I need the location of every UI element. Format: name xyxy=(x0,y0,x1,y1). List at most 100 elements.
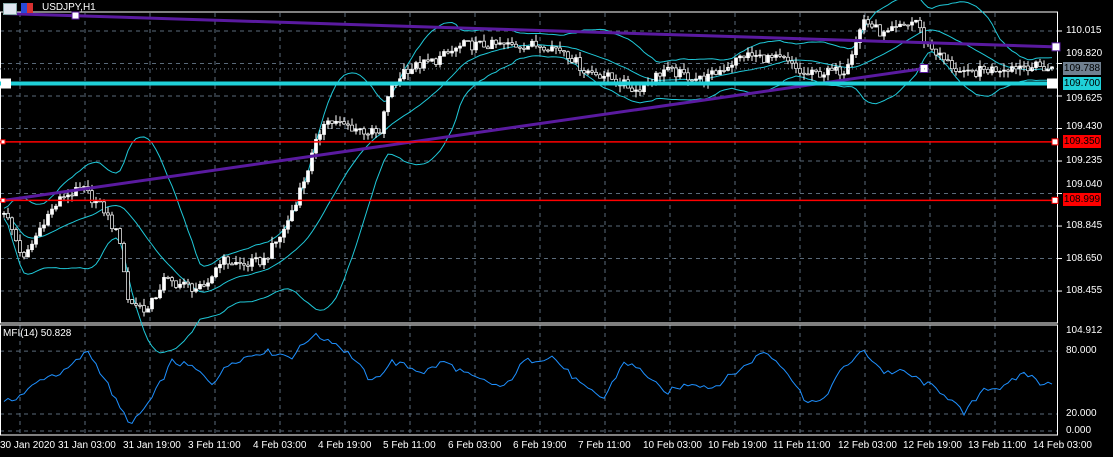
candle-body xyxy=(978,66,982,77)
candle-body xyxy=(518,46,522,49)
level-handle xyxy=(1051,196,1059,204)
candle-body xyxy=(1002,69,1006,72)
price-axis-label: 108.650 xyxy=(1066,252,1103,264)
candle-body xyxy=(970,69,974,72)
candle-body xyxy=(746,52,750,59)
candle-body xyxy=(890,26,894,31)
time-axis-label: 30 Jan 2020 xyxy=(0,440,56,451)
candle-body xyxy=(822,74,826,78)
candle-body xyxy=(402,68,406,80)
candle-body xyxy=(710,70,714,75)
candle-body xyxy=(758,54,762,57)
candle-body xyxy=(938,52,942,56)
candle-body xyxy=(110,214,114,230)
candle-body xyxy=(46,213,50,226)
candle-body xyxy=(118,228,122,244)
candle-body xyxy=(354,128,358,132)
candle-body xyxy=(562,50,566,53)
candle-body xyxy=(754,55,758,57)
time-axis-label: 3 Feb 11:00 xyxy=(188,440,241,451)
candle-body xyxy=(442,51,446,57)
candle-body xyxy=(150,297,154,310)
candle-body xyxy=(446,51,450,54)
level-handle xyxy=(1051,138,1059,146)
candle-body xyxy=(226,256,230,265)
price-axis-label: 108.845 xyxy=(1066,220,1103,232)
candle-body xyxy=(606,72,610,77)
candle-body xyxy=(818,71,822,78)
candle-body xyxy=(162,277,166,291)
candle-body xyxy=(266,257,270,260)
candle-body xyxy=(734,57,738,66)
candle-body xyxy=(554,46,558,49)
candle-body xyxy=(870,23,874,28)
chart-window-icon xyxy=(3,3,17,15)
candle-body xyxy=(350,124,354,132)
price-axis-label: 108.455 xyxy=(1066,285,1103,297)
candle-body xyxy=(578,57,582,71)
candle-body xyxy=(582,70,586,74)
candle-body xyxy=(490,39,494,50)
candle-body xyxy=(58,196,62,207)
candle-body xyxy=(218,264,222,269)
candle-body xyxy=(674,67,678,78)
candle-body xyxy=(898,23,902,28)
candle-body xyxy=(894,26,898,28)
candle-body xyxy=(334,121,338,124)
candle-body xyxy=(306,170,310,183)
candle-body xyxy=(318,134,322,140)
candle-body xyxy=(10,217,14,230)
candle-body xyxy=(310,152,314,172)
candle-body xyxy=(1006,69,1010,72)
candle-body xyxy=(330,120,334,124)
candle-body xyxy=(918,19,922,29)
price-axis-label: 109.625 xyxy=(1066,92,1103,104)
time-axis-label: 4 Feb 19:00 xyxy=(318,440,372,451)
candle-body xyxy=(814,69,818,72)
candle-body xyxy=(506,42,510,45)
candle-body xyxy=(566,51,570,59)
candle-body xyxy=(222,256,226,265)
support-line-handle xyxy=(1047,78,1057,89)
candle-body xyxy=(458,45,462,49)
candle-body xyxy=(730,64,734,68)
candle-body xyxy=(742,55,746,59)
candle-body xyxy=(270,242,274,259)
candle-body xyxy=(854,42,858,56)
chart-save-icon xyxy=(21,3,33,13)
candle-body xyxy=(574,57,578,63)
candle-body xyxy=(438,55,442,65)
candle-body xyxy=(134,303,138,306)
candle-body xyxy=(470,40,474,51)
candle-body xyxy=(906,24,910,27)
candle-body xyxy=(982,66,986,70)
candle-body xyxy=(602,75,606,79)
candle-body xyxy=(1022,65,1026,68)
candle-body xyxy=(370,128,374,135)
candle-body xyxy=(610,72,614,80)
mfi-line xyxy=(3,332,1053,425)
candle-body xyxy=(958,70,962,73)
mfi-pane-border xyxy=(0,324,1058,436)
bollinger-lower-band xyxy=(3,50,1053,354)
candle-body xyxy=(482,40,486,48)
candle-body xyxy=(206,282,210,287)
time-axis-label: 12 Feb 19:00 xyxy=(903,440,962,451)
candle-body xyxy=(1038,61,1042,67)
candle-body xyxy=(14,229,18,242)
candle-body xyxy=(770,55,774,58)
candle-body xyxy=(774,54,778,58)
candle-body xyxy=(262,257,266,266)
candle-body xyxy=(886,30,890,33)
candle-body xyxy=(514,43,518,48)
candle-body xyxy=(90,190,94,204)
candle-body xyxy=(202,284,206,287)
time-axis-label: 6 Feb 03:00 xyxy=(448,440,502,451)
candle-body xyxy=(30,243,34,251)
candle-body xyxy=(42,224,46,229)
level-handle xyxy=(0,139,6,145)
candle-body xyxy=(326,120,330,125)
candle-body xyxy=(234,262,238,265)
candle-body xyxy=(246,264,250,267)
